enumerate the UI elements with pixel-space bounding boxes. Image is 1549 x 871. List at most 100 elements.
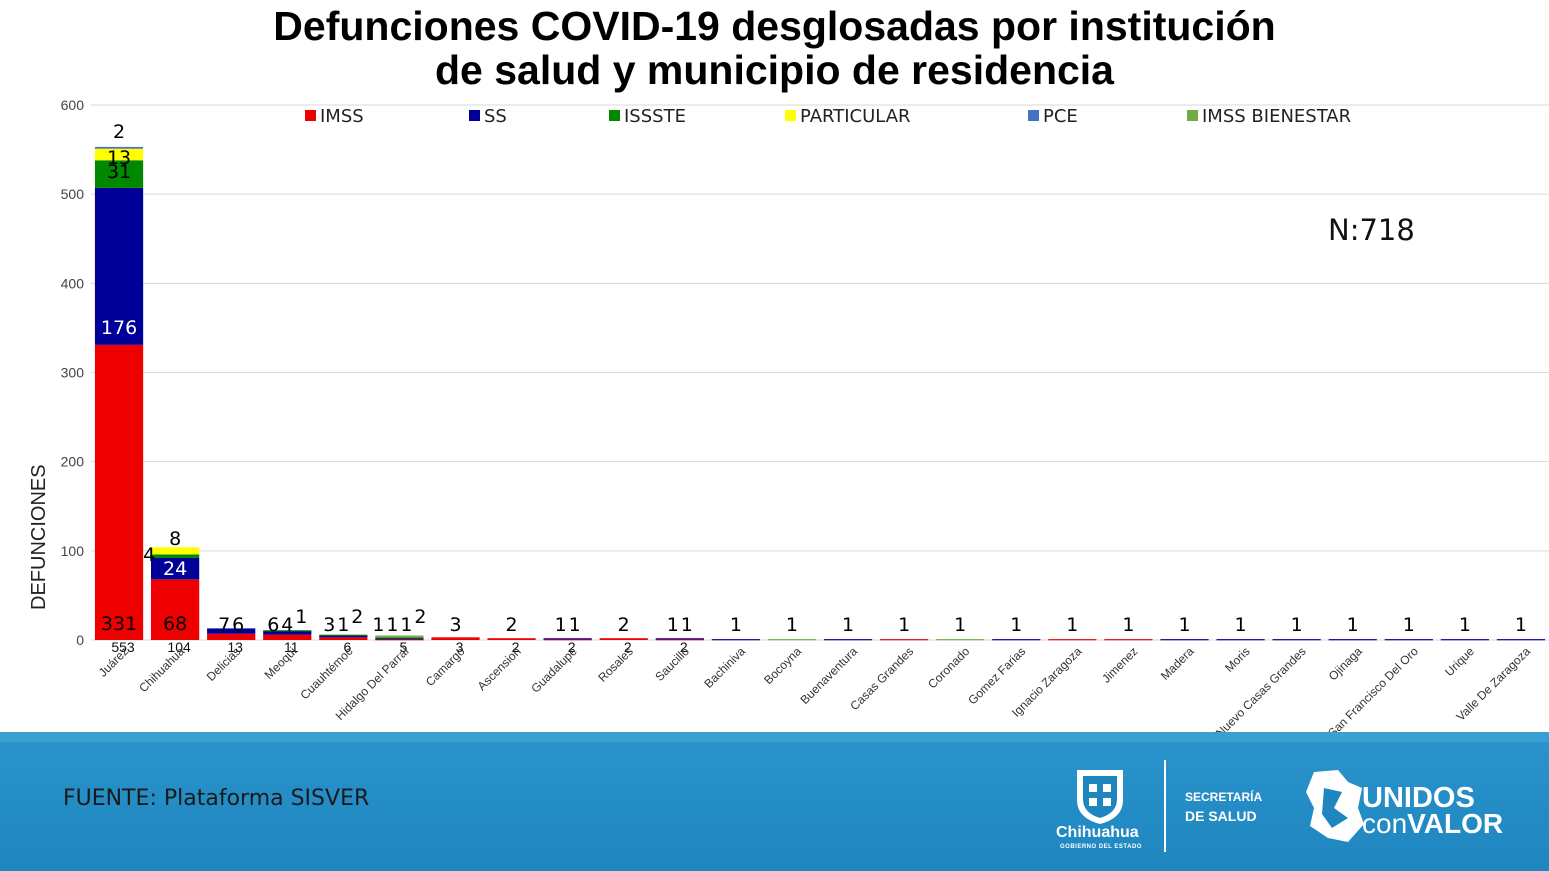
data-label: 1 — [386, 614, 398, 636]
logo-divider — [1164, 760, 1166, 852]
bar-segment — [207, 628, 256, 634]
x-tick-label: Urique — [1442, 644, 1477, 679]
legend-label: PARTICULAR — [800, 106, 911, 127]
legend-swatch — [1028, 110, 1039, 121]
y-tick-label: 200 — [61, 454, 85, 470]
unidos-con: con — [1362, 808, 1408, 839]
n-total-label: N:718 — [1328, 213, 1415, 247]
bar-segment — [655, 638, 704, 640]
y-tick-label: 0 — [76, 632, 84, 648]
data-label: 1 — [898, 614, 910, 636]
bar-segment — [207, 633, 256, 640]
legend: IMSS SS ISSSTE PARTICULAR PCE IMSS BIENESTAR — [305, 106, 1351, 127]
data-label: 1 — [400, 614, 412, 636]
data-label: 4 — [143, 544, 155, 566]
bar-segment — [543, 639, 592, 641]
bar-segment — [375, 637, 424, 639]
data-label: 1 — [569, 614, 581, 636]
x-tick-label: Coronado — [925, 644, 972, 691]
x-tick-label: Gomez Farias — [965, 644, 1028, 707]
legend-label: PCE — [1043, 106, 1078, 127]
bar-segment — [319, 634, 368, 636]
secretaria-line-1: SECRETARÍA — [1185, 790, 1263, 804]
data-label: 3 — [449, 614, 461, 636]
data-label: 331 — [101, 613, 137, 635]
bar-segment — [823, 639, 873, 641]
data-label: 1 — [786, 614, 798, 636]
x-tick-label: Buenaventura — [797, 644, 860, 707]
x-tick-label: Chihuahua — [136, 644, 187, 695]
bar-segment — [1384, 639, 1433, 641]
legend-label: ISSSTE — [624, 106, 686, 127]
data-label: 1 — [1291, 614, 1303, 636]
secretaria-line-2: DE SALUD — [1185, 808, 1257, 824]
data-label: 1 — [667, 614, 679, 636]
data-label: 6 — [267, 614, 279, 636]
data-label: 1 — [954, 614, 966, 636]
bar-segment — [375, 638, 424, 640]
x-tick-label: Cuauhtémoc — [297, 644, 355, 702]
data-label: 1 — [1459, 614, 1471, 636]
y-tick-label: 600 — [61, 97, 85, 113]
bar-segment — [431, 637, 480, 640]
bar-segment — [767, 639, 817, 641]
x-tick-label: Ascension — [475, 644, 524, 693]
x-tick-label: Bachiniva — [701, 644, 748, 691]
bar-segment — [94, 148, 144, 161]
y-tick-label: 500 — [61, 186, 85, 202]
data-label: 1 — [337, 614, 349, 636]
x-tick-label: Madera — [1158, 644, 1197, 683]
bar-segment — [599, 638, 648, 640]
total-label: 104 — [167, 639, 191, 655]
data-label: 1 — [730, 614, 742, 636]
legend-label: SS — [484, 106, 507, 127]
bar-segment — [94, 187, 144, 345]
data-label: 1 — [681, 614, 693, 636]
data-label: 2 — [414, 606, 426, 628]
bar-segment — [94, 160, 144, 188]
data-label: 24 — [163, 558, 187, 580]
total-label: 11 — [284, 639, 299, 655]
x-tick-label: Bocoyna — [761, 644, 804, 687]
data-label: 1 — [1178, 614, 1190, 636]
data-label: 1 — [1347, 614, 1359, 636]
unidos-valor: VALOR — [1407, 808, 1504, 839]
data-label: 3 — [323, 614, 335, 636]
data-label: 2 — [113, 121, 125, 143]
bar-segment — [487, 638, 536, 640]
x-tick-label: Meoqui — [262, 644, 300, 682]
bar-segment — [319, 637, 368, 640]
x-tick-label: Saucillo — [652, 644, 692, 684]
unidos-map-logo — [1306, 770, 1364, 842]
bar-segment — [151, 554, 200, 558]
total-label: 3 — [456, 639, 464, 655]
y-axis: 0 100 200 300 400 500 600 — [61, 97, 85, 648]
total-label: 2 — [512, 639, 520, 655]
x-tick-label: Delicias — [204, 644, 244, 684]
data-label: 1 — [1235, 614, 1247, 636]
data-label: 1 — [295, 606, 307, 628]
x-tick-label: Rosales — [595, 644, 636, 685]
bar-segment — [1496, 639, 1546, 641]
y-tick-label: 100 — [61, 543, 85, 559]
title-line-2: de salud y municipio de residencia — [435, 47, 1114, 93]
x-tick-label: Guadalupe — [528, 644, 580, 696]
data-label: 1 — [555, 614, 567, 636]
bar-segment — [1104, 639, 1153, 641]
bar-segment — [711, 639, 760, 641]
bar-segment — [880, 639, 929, 641]
footer-band: FUENTE: Plataforma SISVER Chihuahua GOBI… — [0, 732, 1549, 871]
data-label: 6 — [232, 614, 244, 636]
bar-segment — [319, 635, 368, 638]
total-label: 2 — [624, 639, 632, 655]
data-label: 1 — [842, 614, 854, 636]
bar-segment — [263, 630, 312, 632]
x-tick-label: Moris — [1222, 644, 1253, 675]
chihuahua-shield-logo — [1077, 770, 1123, 824]
x-tick-label: Nuevo Casas Grandes — [1213, 644, 1309, 732]
data-label: 7 — [218, 614, 230, 636]
legend-swatch — [469, 110, 480, 121]
bar-segment — [151, 547, 200, 555]
data-label: 13 — [107, 147, 131, 169]
total-label: 6 — [343, 639, 351, 655]
